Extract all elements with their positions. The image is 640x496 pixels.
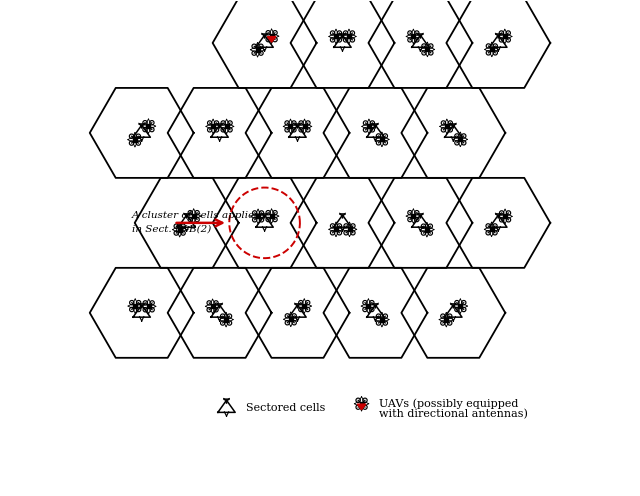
Text: in Sect. IV-B(2): in Sect. IV-B(2) bbox=[132, 225, 211, 234]
Polygon shape bbox=[246, 88, 349, 178]
Polygon shape bbox=[90, 268, 194, 358]
Polygon shape bbox=[135, 178, 239, 268]
Polygon shape bbox=[212, 178, 317, 268]
Polygon shape bbox=[168, 268, 271, 358]
Polygon shape bbox=[369, 0, 472, 88]
Polygon shape bbox=[401, 268, 505, 358]
Polygon shape bbox=[291, 178, 394, 268]
Polygon shape bbox=[323, 88, 428, 178]
Polygon shape bbox=[246, 268, 349, 358]
Text: UAVs (possibly equipped: UAVs (possibly equipped bbox=[379, 398, 518, 409]
Polygon shape bbox=[446, 0, 550, 88]
Text: A cluster of cells applied: A cluster of cells applied bbox=[132, 211, 262, 220]
Text: with directional antennas): with directional antennas) bbox=[379, 409, 528, 419]
Polygon shape bbox=[323, 268, 428, 358]
Polygon shape bbox=[212, 0, 317, 88]
Polygon shape bbox=[369, 178, 472, 268]
Text: Sectored cells: Sectored cells bbox=[246, 403, 325, 413]
Polygon shape bbox=[268, 37, 276, 42]
Polygon shape bbox=[401, 88, 505, 178]
Polygon shape bbox=[357, 404, 366, 410]
Polygon shape bbox=[168, 88, 271, 178]
Polygon shape bbox=[291, 0, 394, 88]
Polygon shape bbox=[446, 178, 550, 268]
Polygon shape bbox=[90, 88, 194, 178]
